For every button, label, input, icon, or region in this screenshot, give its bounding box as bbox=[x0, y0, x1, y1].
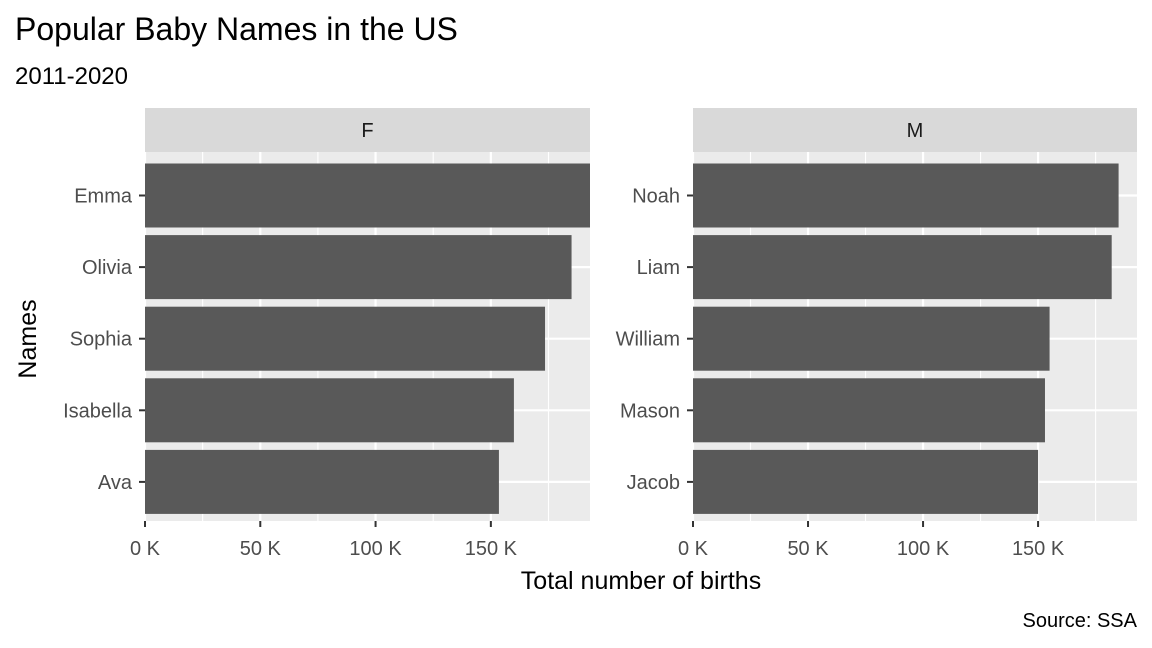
facet-strip-label: F bbox=[361, 120, 373, 142]
bar-isabella bbox=[145, 378, 514, 443]
bar-olivia bbox=[145, 235, 572, 300]
x-tick-label: 150 K bbox=[1012, 538, 1065, 560]
category-label: Liam bbox=[637, 257, 680, 279]
category-label: Emma bbox=[74, 186, 133, 208]
x-tick-label: 0 K bbox=[130, 538, 161, 560]
facet-panel-m: M Noah Liam William Mason Jacob 0 K 50 K 100 K 15… bbox=[616, 108, 1137, 560]
x-tick-label: 0 K bbox=[678, 538, 709, 560]
category-label: Isabella bbox=[63, 400, 133, 422]
category-label: Mason bbox=[620, 400, 680, 422]
y-axis-title: Names bbox=[14, 299, 42, 378]
x-tick-label: 100 K bbox=[349, 538, 402, 560]
category-label: Noah bbox=[632, 186, 680, 208]
caption: Source: SSA bbox=[1022, 610, 1137, 632]
category-label: Sophia bbox=[70, 329, 133, 351]
bar-jacob bbox=[693, 449, 1039, 514]
x-tick-label: 50 K bbox=[240, 538, 282, 560]
x-tick-label: 150 K bbox=[465, 538, 518, 560]
bar-sophia bbox=[145, 306, 546, 371]
bar-william bbox=[693, 306, 1050, 371]
category-label: William bbox=[616, 329, 680, 351]
facet-strip bbox=[693, 108, 1137, 152]
facet-strip-label: M bbox=[907, 120, 924, 142]
category-label: Olivia bbox=[82, 257, 133, 279]
bar-mason bbox=[693, 378, 1045, 443]
facet-panel-f: F Emma Olivia Sophia Isabella Ava 0 K 50 K 100 K… bbox=[63, 108, 590, 560]
bar-noah bbox=[693, 163, 1119, 228]
category-label: Jacob bbox=[627, 472, 680, 494]
bar-ava bbox=[145, 449, 499, 514]
x-axis-title: Total number of births bbox=[521, 567, 761, 595]
chart-title: Popular Baby Names in the US bbox=[15, 11, 458, 47]
bar-emma bbox=[145, 163, 590, 228]
x-tick-label: 50 K bbox=[787, 538, 829, 560]
category-label: Ava bbox=[98, 472, 133, 494]
bar-liam bbox=[693, 235, 1112, 300]
chart-subtitle: 2011-2020 bbox=[15, 63, 128, 90]
facet-panels: F Emma Olivia Sophia Isabella Ava 0 K 50 K 100 K… bbox=[63, 108, 1137, 560]
facet-strip bbox=[145, 108, 590, 152]
x-tick-label: 100 K bbox=[897, 538, 950, 560]
